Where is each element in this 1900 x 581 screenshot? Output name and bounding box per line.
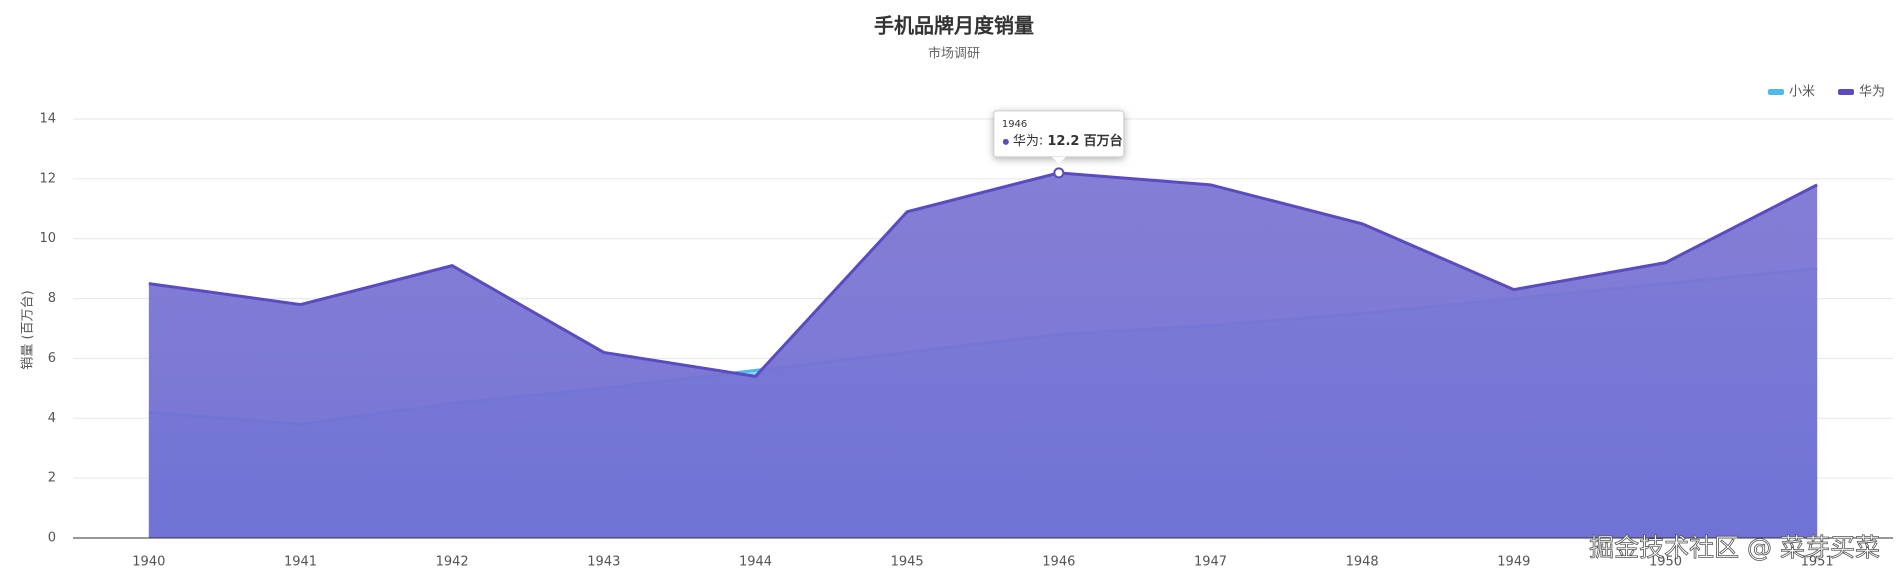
chart-subtitle: 市场调研	[928, 46, 980, 62]
y-tick-label: 10	[39, 231, 56, 246]
watermark: 掘金技术社区 @ 菜芽买菜	[1589, 533, 1880, 562]
x-tick-label: 1942	[436, 555, 469, 570]
tooltip-series: 华为	[1013, 133, 1039, 148]
x-tick-label: 1951	[1801, 555, 1834, 570]
x-tick-label: 1943	[587, 555, 620, 570]
tooltip-text: 华为: 12.2 百万台	[1013, 132, 1123, 148]
area	[148, 172, 1818, 538]
legend-swatch	[1838, 89, 1854, 95]
y-tick-label: 0	[48, 531, 56, 546]
highlight-point	[1053, 167, 1065, 179]
legend-label: 华为	[1859, 85, 1885, 100]
y-tick-label: 2	[48, 471, 56, 486]
x-tick-label: 1949	[1497, 555, 1530, 570]
tooltip-category: 1946	[1002, 119, 1027, 130]
y-axis-label: 销量 (百万台)	[21, 290, 36, 369]
x-tick-label: 1946	[1042, 555, 1075, 570]
tooltip-pointer	[1051, 156, 1066, 164]
y-tick-label: 14	[39, 112, 56, 127]
x-tick-label: 1940	[132, 555, 165, 570]
legend-label: 小米	[1789, 85, 1815, 100]
x-tick-label: 1945	[891, 555, 924, 570]
x-tick-label: 1941	[284, 555, 317, 570]
line	[148, 171, 1818, 378]
tooltip-value: 12.2	[1047, 133, 1079, 148]
x-tick-label: 1944	[739, 555, 772, 570]
x-tick-label: 1947	[1194, 555, 1227, 570]
y-tick-label: 8	[48, 291, 56, 306]
y-tick-label: 6	[48, 351, 56, 366]
legend-swatch	[1768, 89, 1784, 95]
tooltip-dot	[1002, 138, 1009, 145]
x-tick-label: 1948	[1346, 555, 1379, 570]
chart-title: 手机品牌月度销量	[874, 14, 1034, 38]
y-tick-label: 4	[48, 411, 56, 426]
x-tick-label: 1950	[1649, 555, 1682, 570]
tooltip-unit: 百万台	[1084, 132, 1123, 148]
y-tick-label: 12	[39, 171, 56, 186]
